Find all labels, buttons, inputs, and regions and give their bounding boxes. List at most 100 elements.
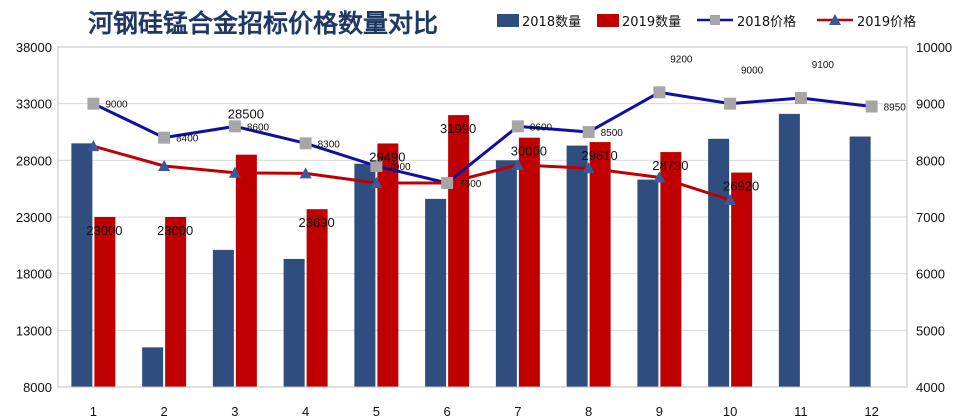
marker-2019-price: [87, 140, 100, 152]
bar-2018-qty: [142, 347, 164, 387]
bar-2018-qty: [778, 113, 800, 387]
y-right-tick-label: 4000: [916, 380, 945, 395]
y-left-tick-label: 33000: [16, 97, 52, 112]
legend: 2018数量 2019数量 2018价格 2019价格: [497, 14, 916, 30]
y-left-tick-label: 28000: [16, 153, 52, 168]
bar-2018-qty: [425, 198, 447, 387]
legend-label-price2019: 2019价格: [857, 14, 916, 30]
price-lines: [92, 90, 872, 202]
y-right-tick-label: 8000: [916, 153, 945, 168]
marker-2019-price: [653, 171, 666, 183]
bar-2019-qty: [448, 115, 470, 387]
marker-2019-price: [299, 167, 312, 179]
bar-2019-qty: [589, 142, 611, 387]
y-right-tick-label: 6000: [916, 267, 945, 282]
bar-2018-qty: [212, 249, 234, 387]
qty-2019-label: 28500: [228, 107, 264, 122]
price-2018-label: 8400: [176, 134, 199, 145]
x-tick-label: 5: [373, 404, 380, 419]
price-2018-label: 8300: [318, 139, 341, 150]
bars: [71, 113, 871, 387]
marker-2019-price: [511, 158, 524, 170]
line-2018-price: [92, 90, 872, 185]
qty-2019-label: 23000: [157, 223, 193, 238]
qty-2019-label: 29610: [582, 148, 618, 163]
x-tick-label: 11: [794, 404, 808, 419]
y-left-tick-label: 8000: [23, 380, 52, 395]
marker-2018-price: [228, 120, 241, 133]
marker-2018-price: [158, 131, 171, 144]
qty-2019-label: 23000: [86, 223, 122, 238]
marker-2018-price: [299, 137, 312, 150]
x-tick-label: 1: [90, 404, 97, 419]
marker-2018-price: [794, 92, 807, 104]
x-tick-label: 4: [302, 404, 309, 419]
marker-2018-price: [582, 126, 595, 138]
bar-2018-qty: [637, 179, 659, 387]
price-2018-label: 9200: [670, 54, 693, 65]
bar-2019-qty: [377, 143, 399, 387]
x-tick-label: 10: [723, 404, 737, 419]
marker-2018-price: [370, 160, 383, 172]
marker-2019-price: [582, 162, 595, 174]
legend-label-qty2019: 2019数量: [622, 15, 681, 30]
gridlines: [58, 103, 907, 331]
marker-2018-price: [441, 177, 454, 189]
bar-2019-qty: [306, 209, 328, 387]
price-2018-label: 7900: [388, 162, 411, 173]
plot-frame: [57, 46, 908, 388]
y-right-tick-label: 5000: [916, 323, 945, 338]
bar-2018-qty: [495, 160, 517, 387]
y-right-tick-label: 10000: [916, 40, 952, 55]
marker-2018-price: [87, 97, 100, 110]
legend-swatch-qty2019: [597, 14, 619, 27]
qty-2019-label: 26920: [723, 179, 759, 194]
x-tick-label: 9: [656, 404, 663, 419]
price-2018-label: 8600: [530, 122, 553, 133]
bar-2019-qty: [518, 137, 540, 387]
y-left-tick-label: 38000: [16, 40, 52, 55]
y-right-tick-label: 9000: [916, 97, 945, 112]
marker-2019-price: [370, 177, 383, 188]
y-left-tick-label: 18000: [16, 267, 52, 282]
price-2018-label: 9000: [105, 100, 128, 111]
legend-marker-price2018: [710, 15, 720, 25]
qty-2019-label: 23690: [299, 215, 335, 230]
qty-2019-label: 31990: [440, 121, 476, 136]
qty-2019-label: 30000: [511, 144, 547, 159]
bar-2019-qty: [235, 154, 257, 387]
bar-2019-qty: [660, 152, 682, 387]
price-2018-label: 8950: [884, 103, 907, 114]
legend-label-qty2018: 2018数量: [522, 15, 581, 30]
chart-title: 河钢硅锰合金招标价格数量对比: [88, 9, 438, 38]
x-tick-label: 7: [514, 404, 521, 419]
y-right-tick-label: 7000: [916, 210, 945, 225]
data-labels: 23000 23000 28500 23690 29490 31990 30000 29610…: [86, 54, 906, 238]
x-tick-label: 12: [864, 404, 878, 419]
marker-2018-price: [724, 97, 737, 110]
legend-label-price2018: 2018价格: [737, 14, 796, 30]
price-2018-label: 7600: [459, 179, 482, 190]
legend-swatch-qty2018: [497, 14, 519, 27]
bar-2019-qty: [94, 217, 116, 387]
x-tick-label: 3: [231, 404, 238, 419]
marker-2018-price: [653, 86, 666, 99]
price-markers: [87, 86, 878, 205]
bar-2019-qty: [165, 217, 187, 387]
marker-2019-price: [724, 194, 737, 205]
qty-2019-label: 29490: [369, 149, 405, 164]
x-tick-label: 6: [444, 404, 451, 419]
marker-2018-price: [865, 100, 878, 113]
bar-2018-qty: [354, 163, 376, 387]
price-2018-label: 8600: [247, 122, 270, 133]
price-2018-label: 8500: [601, 128, 624, 139]
x-tick-label: 2: [161, 404, 168, 419]
line-2019-price: [92, 144, 731, 202]
marker-2019-price: [158, 160, 171, 171]
y-left-tick-label: 13000: [16, 323, 52, 338]
bar-2018-qty: [283, 258, 305, 387]
price-2018-label: 9000: [741, 66, 764, 77]
marker-2019-price: [228, 166, 241, 178]
price-2018-label: 9100: [812, 60, 835, 71]
